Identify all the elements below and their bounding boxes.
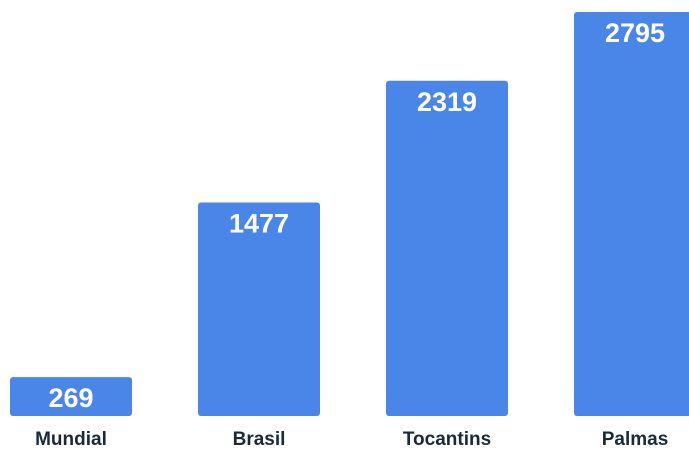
category-label-tocantins: Tocantins (403, 429, 491, 450)
category-label-palmas: Palmas (602, 429, 669, 450)
bar-tocantins (386, 80, 508, 417)
bar-palmas (574, 12, 689, 416)
bar-mundial (10, 377, 132, 416)
bar-brasil (198, 202, 320, 416)
bars-group (10, 12, 689, 417)
value-label-palmas: 2795 (605, 18, 665, 48)
value-label-tocantins: 2319 (417, 87, 477, 117)
value-labels-group: 269 1477 2319 2795 (48, 18, 665, 413)
value-label-brasil: 1477 (229, 209, 289, 239)
category-labels-group: Mundial Brasil Tocantins Palmas (35, 429, 668, 450)
value-label-mundial: 269 (48, 383, 93, 413)
category-label-brasil: Brasil (233, 429, 286, 450)
category-label-mundial: Mundial (35, 429, 107, 450)
